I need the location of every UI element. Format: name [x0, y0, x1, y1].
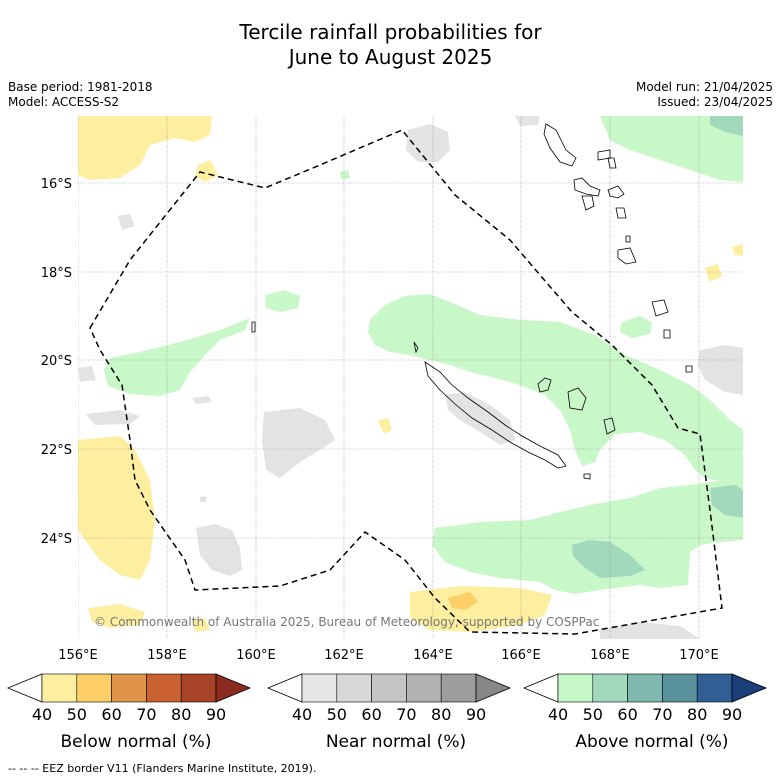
meta-left: Base period: 1981-2018 Model: ACCESS-S2: [8, 80, 153, 110]
colorbar-upper-extend: [475, 673, 512, 703]
colorbar-tick-label: 40: [548, 705, 568, 724]
colorbar-tick-label: 90: [466, 705, 486, 724]
grid-lines: [78, 116, 743, 639]
lat-label: 16°S: [41, 177, 72, 192]
colorbar-tick-label: 50: [583, 705, 603, 724]
colorbar-tick-label: 70: [652, 705, 672, 724]
eez-border: [89, 129, 723, 635]
colorbar-tick-label: 80: [687, 705, 707, 724]
above-normal-50-regions: [572, 116, 743, 578]
colorbar-lower-extend: [6, 673, 43, 703]
colorbar-tick-label: 60: [617, 705, 637, 724]
base-period: Base period: 1981-2018: [8, 80, 153, 94]
below-normal-50-regions: [448, 592, 478, 610]
colorbar-segment: [111, 673, 147, 703]
lat-label: 24°S: [41, 532, 72, 547]
lon-label: 164°E: [413, 648, 453, 663]
colorbar-segment: [180, 673, 217, 703]
colorbar-segment: [371, 673, 407, 703]
colorbar-segment: [41, 673, 78, 703]
lat-label: 20°S: [41, 354, 72, 369]
lon-label: 156°E: [58, 648, 98, 663]
colorbar-tick-label: 40: [32, 705, 52, 724]
colorbar-tick-label: 50: [327, 705, 347, 724]
colorbar-segment: [146, 673, 182, 703]
footer-note: -- -- -- EEZ border V11 (Flanders Marine…: [8, 762, 317, 775]
lat-label: 22°S: [41, 443, 72, 458]
colorbar-segment: [662, 673, 698, 703]
colorbar-upper-extend: [731, 673, 768, 703]
colorbar-tick-label: 80: [171, 705, 191, 724]
colorbar-lower-extend: [522, 673, 559, 703]
title-line-1: Tercile rainfall probabilities for: [239, 20, 542, 44]
colorbar-tick-label: 40: [292, 705, 312, 724]
colorbar-tick-label: 50: [67, 705, 87, 724]
model-name: Model: ACCESS-S2: [8, 95, 120, 109]
colorbar-tick-label: 80: [431, 705, 451, 724]
colorbar-tick-label: 60: [101, 705, 121, 724]
map-area: [78, 116, 743, 639]
colorbar-segment: [336, 673, 372, 703]
lon-label: 168°E: [590, 648, 630, 663]
copyright-text: © Commonwealth of Australia 2025, Bureau…: [94, 615, 599, 629]
colorbar-segment: [592, 673, 628, 703]
colorbar-segment: [301, 673, 338, 703]
lon-label: 170°E: [679, 648, 719, 663]
issued-date: Issued: 23/04/2025: [657, 95, 773, 109]
model-run: Model run: 21/04/2025: [635, 80, 773, 94]
near-normal-regions: [78, 116, 743, 639]
colorbar-segment: [557, 673, 594, 703]
colorbar-segment: [76, 673, 112, 703]
colorbar-tick-label: 70: [396, 705, 416, 724]
colorbar-segment: [440, 673, 477, 703]
below-normal-regions: [78, 116, 743, 632]
colorbar-lower-extend: [266, 673, 303, 703]
colorbars: 40 50 60 70 80 90 Below normal (%) 40 50 60 70 80 90…: [6, 673, 768, 752]
colorbar-tick-label: 60: [361, 705, 381, 724]
lat-label: 18°S: [41, 266, 72, 281]
coastlines: [251, 123, 693, 480]
above-normal-regions: [104, 116, 743, 594]
title-line-2: June to August 2025: [288, 45, 493, 69]
colorbar-segment: [406, 673, 442, 703]
colorbar-title: Above normal (%): [575, 732, 728, 752]
chart-title: Tercile rainfall probabilities for June …: [0, 20, 781, 70]
colorbar-tick-label: 90: [722, 705, 742, 724]
colorbar-segment: [696, 673, 733, 703]
lon-label: 158°E: [147, 648, 187, 663]
colorbar-tick-label: 70: [136, 705, 156, 724]
lat-labels: 16°S 18°S 20°S 22°S 24°S: [41, 177, 72, 547]
colorbar-segment: [627, 673, 663, 703]
colorbar-title: Near normal (%): [326, 732, 466, 752]
meta-right: Model run: 21/04/2025 Issued: 23/04/2025: [636, 80, 773, 110]
lon-label: 162°E: [324, 648, 364, 663]
lon-label: 166°E: [501, 648, 541, 663]
colorbar: 40 50 60 70 80 90 Below normal (%): [6, 673, 252, 752]
colorbar-upper-extend: [215, 673, 252, 703]
colorbar-tick-label: 90: [206, 705, 226, 724]
lon-labels: 156°E 158°E 160°E 162°E 164°E 166°E 168°…: [58, 648, 719, 663]
colorbar: 40 50 60 70 80 90 Above normal (%): [522, 673, 768, 752]
lon-label: 160°E: [236, 648, 276, 663]
colorbar-title: Below normal (%): [61, 732, 212, 752]
